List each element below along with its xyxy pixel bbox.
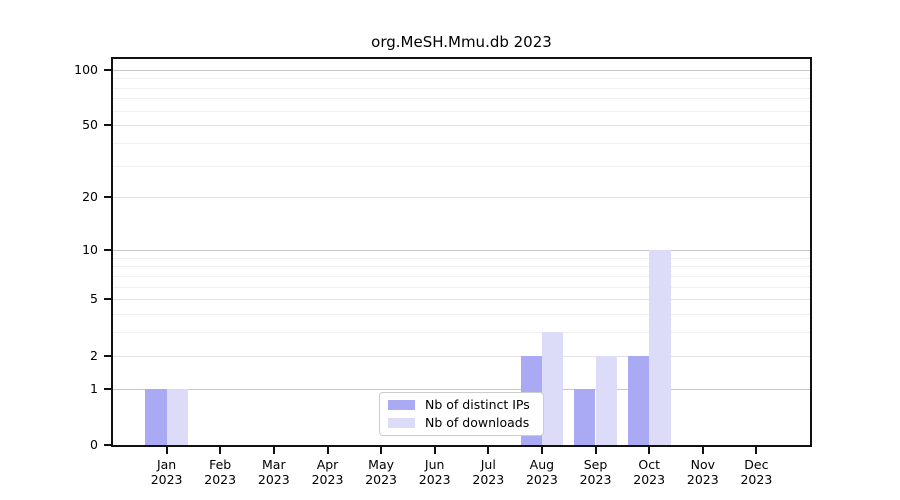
gridline-90 bbox=[113, 78, 810, 79]
gridline-100 bbox=[113, 69, 810, 71]
gridline-70 bbox=[113, 98, 810, 100]
y-tick-label-5: 5 bbox=[90, 291, 98, 307]
y-tick-label-10: 10 bbox=[82, 241, 98, 257]
x-tick-dec bbox=[755, 447, 758, 454]
bar-aug-downloads bbox=[541, 332, 564, 445]
gridline-9 bbox=[113, 257, 810, 259]
gridline-2 bbox=[113, 355, 810, 357]
gridline-8 bbox=[113, 266, 810, 268]
gridline-6 bbox=[113, 286, 810, 288]
x-tick-oct bbox=[648, 447, 651, 454]
legend-row-downloads: Nb of downloads bbox=[388, 416, 535, 430]
y-tick-label-100: 100 bbox=[74, 61, 98, 77]
gridline-5 bbox=[113, 299, 810, 301]
gridline-20 bbox=[113, 197, 810, 199]
x-tick-label-jan: Jan 2023 bbox=[150, 457, 183, 487]
y-tick-20 bbox=[104, 196, 113, 199]
x-tick-label-may: May 2023 bbox=[365, 457, 397, 487]
x-tick-jul bbox=[487, 447, 490, 454]
x-tick-aug bbox=[540, 447, 543, 454]
legend: Nb of distinct IPs Nb of downloads bbox=[379, 392, 544, 436]
gridline-4 bbox=[113, 314, 810, 316]
x-tick-nov bbox=[701, 447, 704, 454]
y-tick-label-1: 1 bbox=[90, 380, 98, 396]
y-tick-1 bbox=[104, 387, 113, 390]
gridline-3 bbox=[113, 332, 810, 334]
y-tick-50 bbox=[104, 124, 113, 127]
bar-sep-ips bbox=[574, 388, 596, 445]
y-tick-5 bbox=[104, 298, 113, 301]
x-tick-label-dec: Dec 2023 bbox=[740, 457, 773, 487]
y-tick-label-2: 2 bbox=[90, 347, 98, 363]
bar-oct-ips bbox=[627, 355, 650, 445]
y-tick-label-50: 50 bbox=[82, 117, 98, 133]
bar-jan-ips bbox=[145, 388, 167, 445]
x-tick-jun bbox=[433, 447, 436, 454]
x-tick-label-feb: Feb 2023 bbox=[204, 457, 237, 487]
gridline-80 bbox=[113, 87, 810, 89]
legend-label-distinct-ips: Nb of distinct IPs bbox=[425, 397, 530, 412]
bar-oct-downloads bbox=[649, 249, 671, 445]
legend-label-downloads: Nb of downloads bbox=[425, 415, 530, 430]
x-tick-sep bbox=[594, 447, 597, 454]
x-tick-label-nov: Nov 2023 bbox=[686, 457, 719, 487]
x-tick-label-aug: Aug 2023 bbox=[525, 457, 558, 487]
gridline-40 bbox=[113, 142, 810, 144]
y-tick-label-20: 20 bbox=[82, 189, 98, 205]
bar-jan-downloads bbox=[166, 388, 188, 445]
y-tick-100 bbox=[104, 68, 113, 71]
x-tick-mar bbox=[272, 447, 275, 454]
y-tick-2 bbox=[104, 354, 113, 357]
x-tick-label-jun: Jun 2023 bbox=[418, 457, 451, 487]
x-tick-label-oct: Oct 2023 bbox=[633, 457, 666, 487]
plot-area: 100 50 20 10 5 2 1 0 Jan 2023 Feb 2023 Mar 2023 Apr 20… bbox=[74, 59, 810, 487]
downloads-swatch bbox=[388, 418, 415, 428]
bar-sep-downloads bbox=[595, 355, 617, 445]
chart-title: org.MeSH.Mmu.db 2023 bbox=[371, 33, 552, 51]
gridline-1 bbox=[113, 388, 810, 390]
x-tick-label-apr: Apr 2023 bbox=[311, 457, 344, 487]
gridline-50 bbox=[113, 125, 810, 127]
y-tick-0 bbox=[104, 444, 113, 446]
y-tick-10 bbox=[104, 248, 113, 251]
x-tick-label-sep: Sep 2023 bbox=[579, 457, 612, 487]
x-tick-feb bbox=[219, 447, 222, 454]
gridline-7 bbox=[113, 275, 810, 277]
x-tick-label-mar: Mar 2023 bbox=[257, 457, 290, 487]
x-tick-label-jul: Jul 2023 bbox=[472, 457, 505, 487]
gridline-60 bbox=[113, 110, 810, 112]
y-tick-label-0: 0 bbox=[90, 437, 98, 452]
x-tick-apr bbox=[326, 447, 329, 454]
x-tick-may bbox=[380, 447, 383, 454]
legend-row-distinct-ips: Nb of distinct IPs bbox=[388, 398, 535, 412]
gridline-10 bbox=[113, 249, 810, 251]
gridline-30 bbox=[113, 165, 810, 167]
distinct-ips-swatch bbox=[388, 400, 415, 410]
x-tick-jan bbox=[165, 447, 168, 454]
